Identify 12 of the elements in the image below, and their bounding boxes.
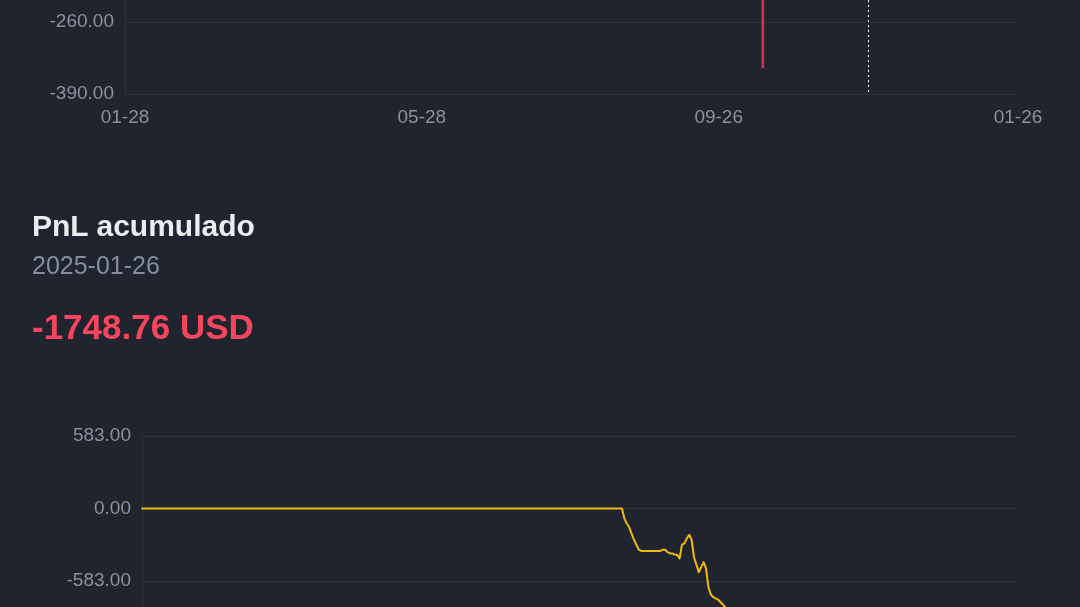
x-tick-label: 05-28 <box>397 105 447 127</box>
chart-subtitle: 2025-01-26 <box>32 251 160 280</box>
y-tick-label: -260.00 <box>49 10 114 32</box>
y-tick-label: 583.00 <box>72 424 131 446</box>
y-tick-label: 0.00 <box>94 496 131 518</box>
y-tick-label: -583.00 <box>66 569 131 591</box>
x-tick-label: 01-26 <box>993 105 1043 127</box>
y-tick-label: -390.00 <box>49 82 114 104</box>
text: -1748.76 USD <box>32 307 254 347</box>
chart-title: PnL acumulado <box>32 209 255 243</box>
x-tick-label: 09-26 <box>694 105 743 127</box>
x-tick-label: 01-28 <box>100 105 150 127</box>
